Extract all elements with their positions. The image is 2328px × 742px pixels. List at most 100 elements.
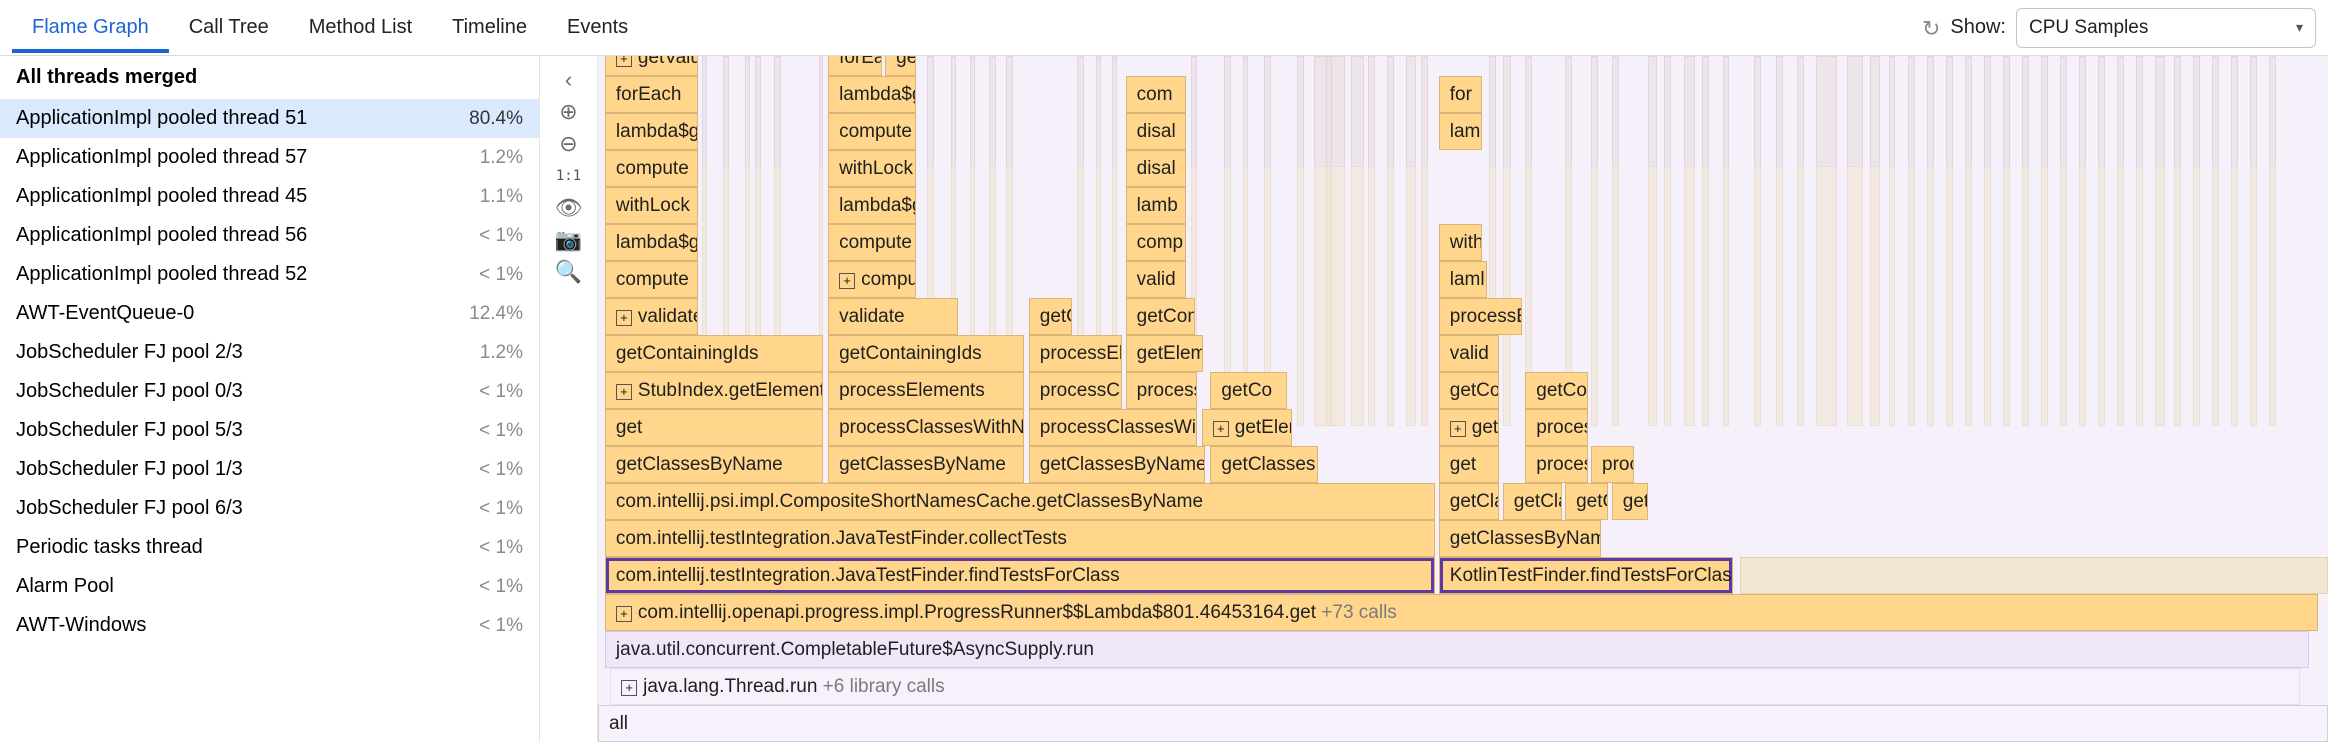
flame-frame[interactable]: +java.lang.Thread.run +6 library calls (610, 668, 2300, 705)
flame-frame[interactable]: getContainingIds (828, 335, 1023, 372)
flame-frame[interactable]: getCont (1126, 298, 1195, 335)
flame-frame[interactable]: com (1126, 76, 1187, 113)
thread-row[interactable]: ApplicationImpl pooled thread 451.1% (0, 177, 539, 216)
flame-frame[interactable]: processClassesWithNa (828, 409, 1023, 446)
flame-frame[interactable]: getClassesByName (1439, 520, 1602, 557)
flame-frame[interactable]: +getEle (1439, 409, 1500, 446)
thread-row[interactable]: ApplicationImpl pooled thread 52< 1% (0, 255, 539, 294)
expand-plus-icon[interactable]: + (616, 606, 632, 622)
flame-frame[interactable]: getC (1029, 298, 1072, 335)
tab-flame-graph[interactable]: Flame Graph (12, 2, 169, 53)
flame-frame[interactable]: compute (605, 261, 698, 298)
expand-plus-icon[interactable]: + (616, 310, 632, 326)
flame-frame[interactable]: java.util.concurrent.CompletableFuture$A… (605, 631, 2309, 668)
one-to-one-icon[interactable]: 1:1 (553, 160, 585, 192)
thread-row[interactable]: JobScheduler FJ pool 6/3< 1% (0, 489, 539, 528)
flame-frame[interactable]: laml (1439, 261, 1487, 298)
flame-frame[interactable]: all (598, 705, 2328, 742)
flame-frame[interactable]: withLock (828, 150, 916, 187)
flame-frame[interactable]: processClassesWithI (1029, 409, 1197, 446)
flame-frame[interactable]: getCla (1565, 483, 1608, 520)
flame-frame[interactable]: getClas (1503, 483, 1562, 520)
flame-frame[interactable]: validate (828, 298, 958, 335)
flame-frame[interactable]: forEach (605, 76, 698, 113)
flame-frame[interactable]: +com.intellij.openapi.progress.impl.Prog… (605, 594, 2318, 631)
expand-plus-icon[interactable]: + (616, 384, 632, 400)
flame-frame[interactable]: lamb (1126, 187, 1187, 224)
flame-frame[interactable]: disal (1126, 150, 1187, 187)
thread-row[interactable]: JobScheduler FJ pool 0/3< 1% (0, 372, 539, 411)
flame-frame[interactable]: withLock (605, 187, 698, 224)
flame-graph[interactable]: all+java.lang.Thread.run +6 library call… (598, 56, 2328, 742)
expand-plus-icon[interactable]: + (1450, 421, 1466, 437)
flame-frame[interactable]: com.intellij.testIntegration.JavaTestFin… (605, 557, 1435, 594)
flame-frame[interactable]: get (605, 409, 823, 446)
flame-frame[interactable]: lambda$getCo (605, 224, 698, 261)
flame-frame[interactable]: get (885, 56, 916, 76)
expand-plus-icon[interactable]: + (839, 273, 855, 289)
camera-icon[interactable]: 📷 (553, 224, 585, 256)
tab-call-tree[interactable]: Call Tree (169, 2, 289, 53)
flame-frame[interactable]: getCo (1439, 372, 1500, 409)
flame-frame[interactable]: forEa (828, 56, 882, 76)
thread-row[interactable]: JobScheduler FJ pool 2/31.2% (0, 333, 539, 372)
flame-frame[interactable]: with (1439, 224, 1482, 261)
flame-frame[interactable]: getClassesByName (605, 446, 823, 483)
flame-frame[interactable]: compute (605, 150, 698, 187)
flame-frame[interactable]: valid (1439, 335, 1500, 372)
tab-events[interactable]: Events (547, 2, 648, 53)
flame-frame[interactable]: processCl (1029, 372, 1122, 409)
preview-icon[interactable]: 👁 (553, 192, 585, 224)
flame-frame[interactable]: getContainingIds (605, 335, 823, 372)
thread-row[interactable]: Periodic tasks thread< 1% (0, 528, 539, 567)
flame-frame[interactable]: processElements (828, 372, 1023, 409)
expand-plus-icon[interactable]: + (1213, 421, 1229, 437)
thread-row[interactable]: ApplicationImpl pooled thread 571.2% (0, 138, 539, 177)
thread-row[interactable]: ApplicationImpl pooled thread 56< 1% (0, 216, 539, 255)
collapse-icon[interactable]: ‹ (553, 64, 585, 96)
expand-plus-icon[interactable]: + (616, 56, 632, 67)
flame-frame[interactable]: processS (1126, 372, 1197, 409)
flame-frame[interactable]: getCo (1210, 372, 1286, 409)
thread-row[interactable]: AWT-EventQueue-012.4% (0, 294, 539, 333)
thread-row[interactable]: JobScheduler FJ pool 1/3< 1% (0, 450, 539, 489)
flame-frame[interactable]: for (1439, 76, 1482, 113)
flame-frame[interactable]: +validate (605, 298, 698, 335)
flame-frame[interactable]: getClassesByName (828, 446, 1023, 483)
show-select[interactable]: CPU Samples ▾ (2016, 8, 2316, 48)
flame-frame[interactable]: getC (1612, 483, 1648, 520)
flame-frame[interactable]: get (1439, 446, 1500, 483)
tab-method-list[interactable]: Method List (289, 2, 432, 53)
flame-frame[interactable]: proces (1525, 409, 1587, 446)
flame-frame[interactable]: valid (1126, 261, 1187, 298)
flame-frame[interactable]: lambda$ge (828, 187, 916, 224)
expand-icon[interactable]: ⊕ (553, 96, 585, 128)
tab-timeline[interactable]: Timeline (432, 2, 547, 53)
expand-plus-icon[interactable]: + (621, 680, 637, 696)
flame-frame[interactable]: getClasse (1439, 483, 1500, 520)
flame-frame[interactable]: proces (1591, 446, 1634, 483)
flame-frame[interactable]: +StubIndex.getElements (605, 372, 823, 409)
flame-frame[interactable]: com.intellij.psi.impl.CompositeShortName… (605, 483, 1435, 520)
flame-frame[interactable]: +getElem (1202, 409, 1292, 446)
flame-frame[interactable]: comp (1126, 224, 1187, 261)
flame-frame[interactable]: +compute (828, 261, 916, 298)
search-icon[interactable]: 🔍 (553, 256, 585, 288)
flame-frame[interactable]: getClassesByName (1029, 446, 1205, 483)
flame-frame[interactable]: +getValue (605, 56, 698, 76)
thread-row[interactable]: ApplicationImpl pooled thread 5180.4% (0, 99, 539, 138)
flame-frame[interactable]: getCo (1525, 372, 1587, 409)
thread-row[interactable]: AWT-Windows< 1% (0, 606, 539, 645)
collapse-all-icon[interactable]: ⊖ (553, 128, 585, 160)
flame-frame[interactable]: proces (1525, 446, 1587, 483)
flame-frame[interactable]: lambda$g (828, 76, 916, 113)
refresh-icon[interactable]: ↻ (1922, 18, 1940, 40)
flame-frame[interactable]: compute (828, 113, 916, 150)
flame-frame[interactable]: lam (1439, 113, 1482, 150)
thread-row[interactable]: JobScheduler FJ pool 5/3< 1% (0, 411, 539, 450)
flame-frame[interactable]: getClasses (1210, 446, 1317, 483)
thread-row[interactable]: Alarm Pool< 1% (0, 567, 539, 606)
flame-frame[interactable]: processEl (1029, 335, 1122, 372)
flame-frame[interactable]: compute (828, 224, 916, 261)
flame-frame[interactable]: lambda$getC (605, 113, 698, 150)
